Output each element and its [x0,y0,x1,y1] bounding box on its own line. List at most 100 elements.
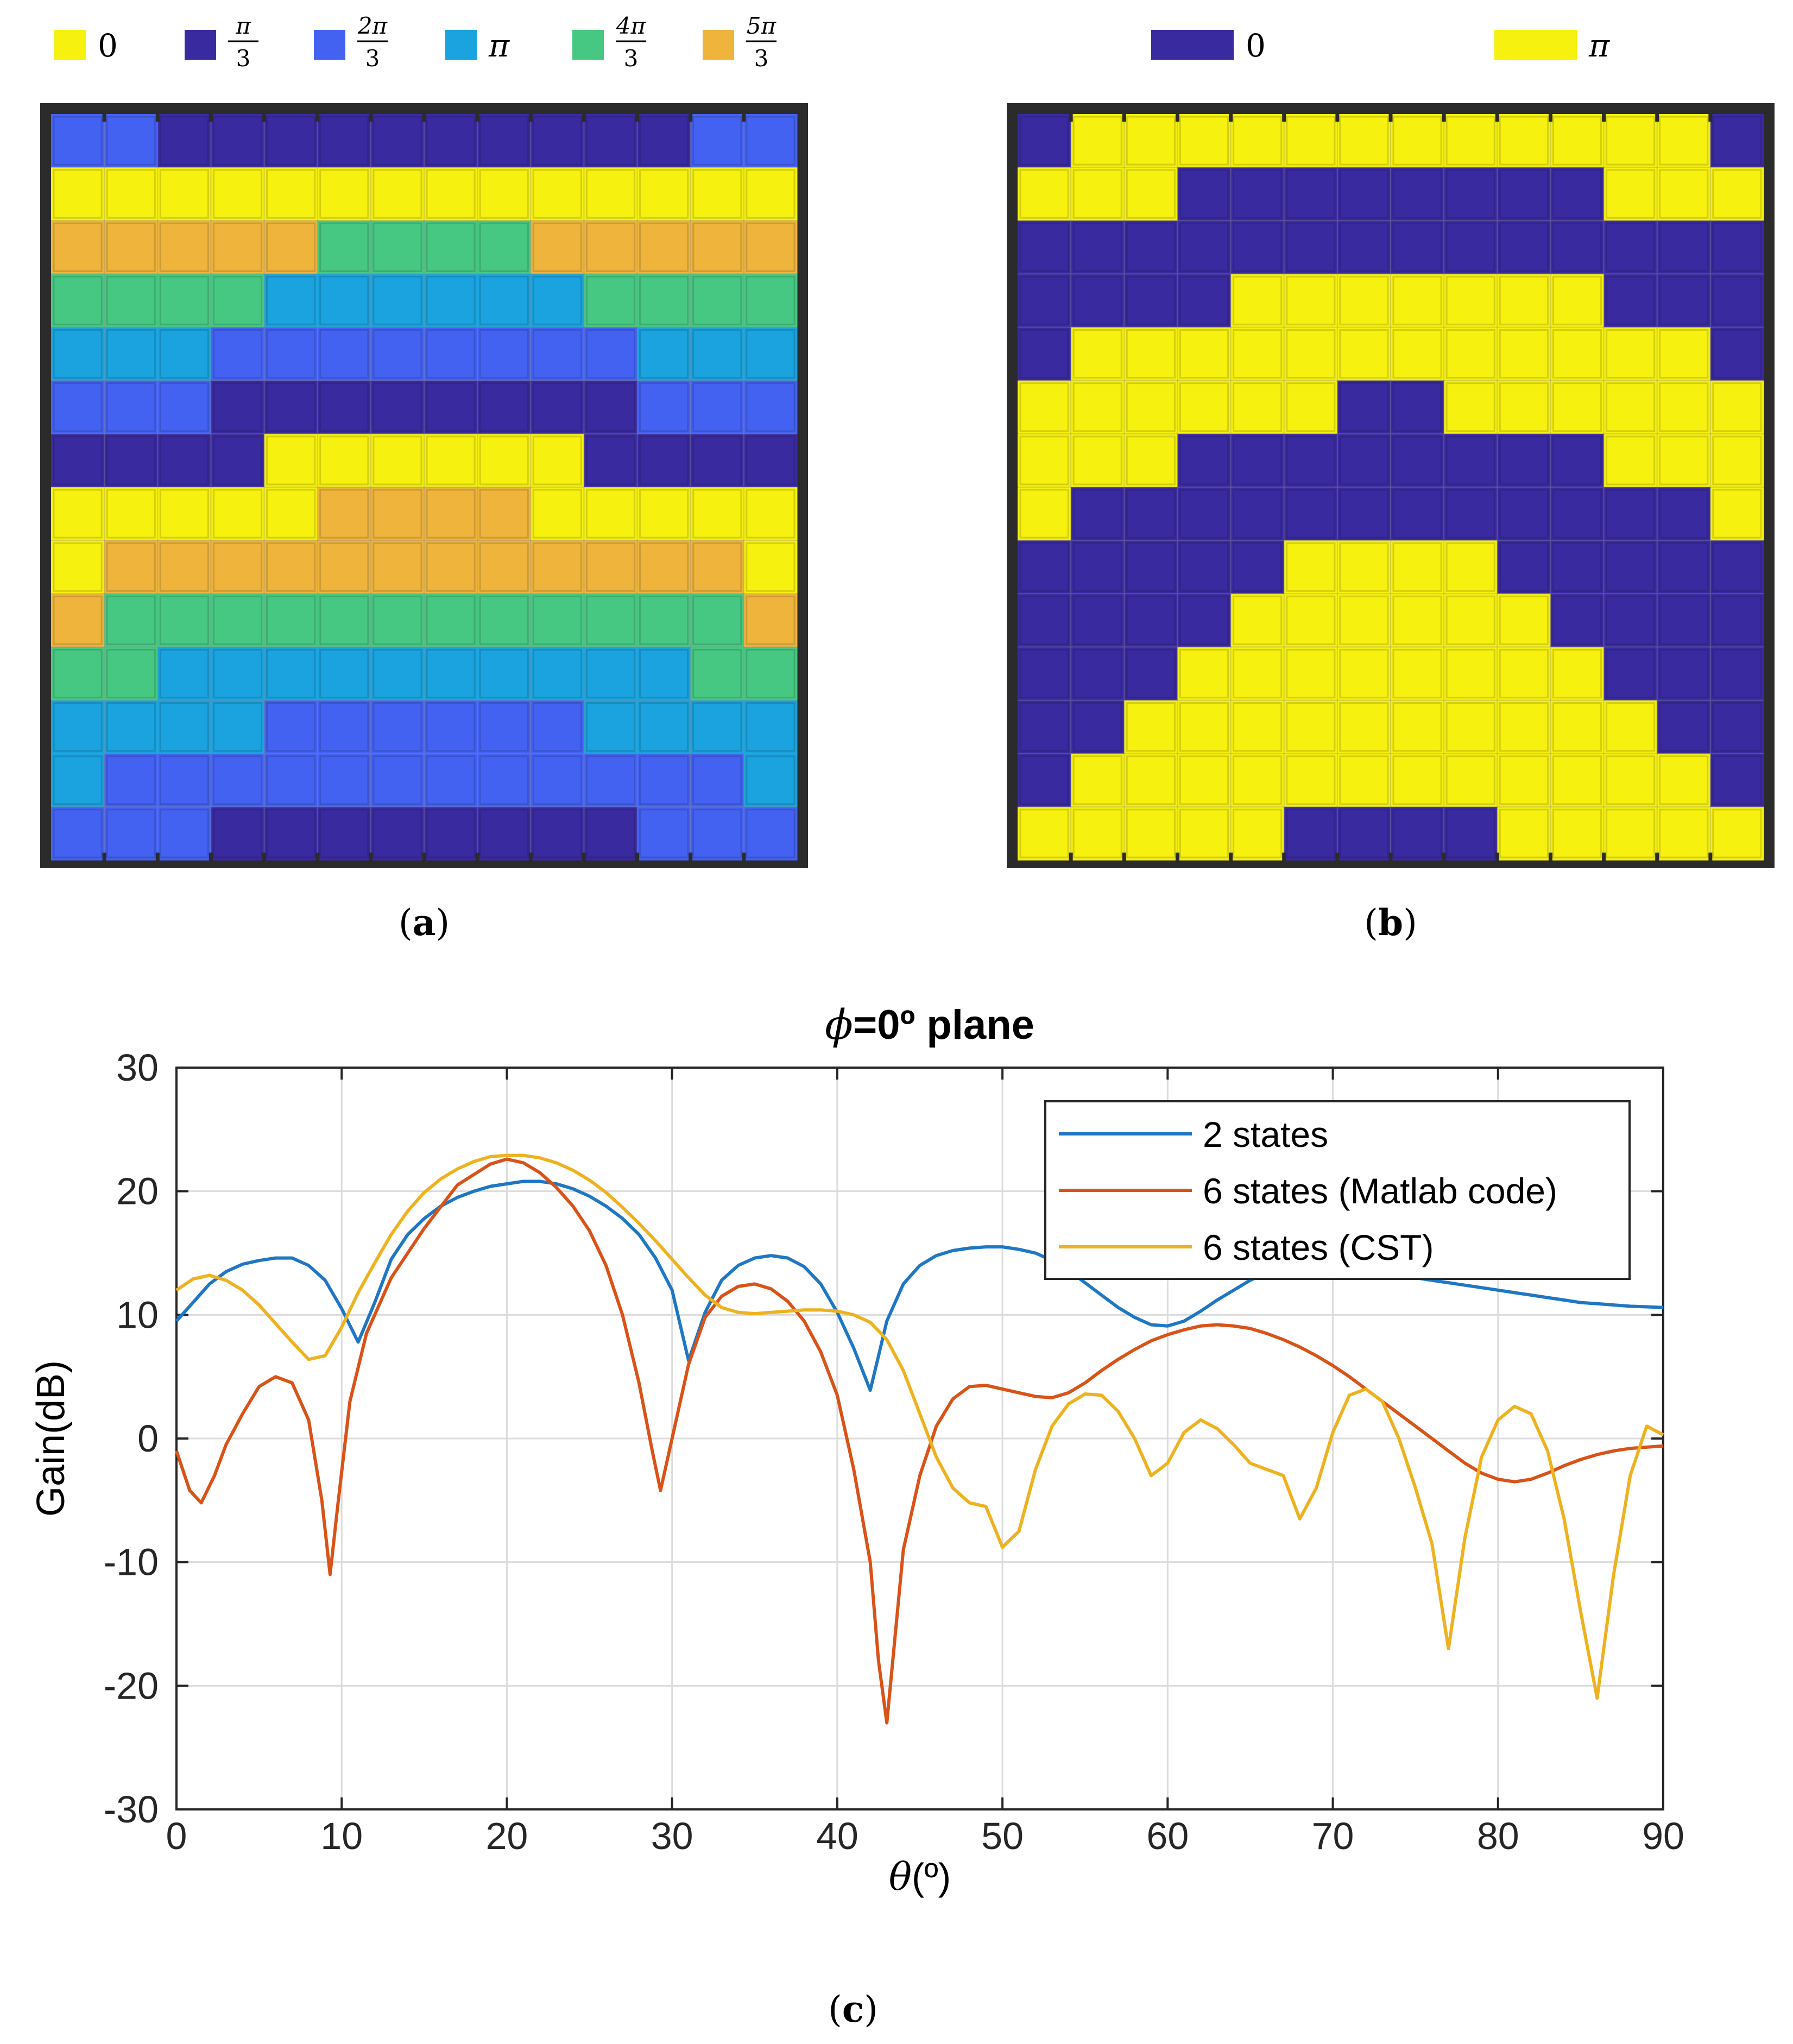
cell-r10-c7 [1391,647,1444,701]
cell-inner-r1-c2 [159,169,209,219]
cell-r9-c5 [317,594,371,647]
cell-inner-r4-c7 [1392,329,1442,379]
cell-r1-c10 [584,167,638,221]
cell-r3-c5 [1284,274,1338,328]
cell-r4-c6 [370,327,425,381]
cell-r2-c4 [1230,220,1285,274]
cell-r2-c0 [51,220,105,274]
cell-r0-c1 [1071,114,1125,168]
cell-inner-r13-c0 [53,809,103,859]
legend-swatch-3 [445,30,477,60]
cell-r9-c6 [1337,594,1391,647]
cell-inner-r5-c13 [1712,382,1762,432]
cell-r5-c10 [584,380,638,434]
cell-r6-c7 [424,433,478,488]
cell-r6-c5 [317,433,371,488]
cell-inner-r5-c11 [639,382,689,432]
cell-r11-c11 [637,700,691,754]
cell-r4-c11 [1603,327,1658,381]
cell-inner-r5-c3 [1179,382,1229,432]
cell-inner-r13-c3 [212,809,263,859]
cell-r5-c5 [317,380,371,434]
x-tick-label: 20 [486,1815,528,1857]
cell-inner-r13-c7 [1392,809,1442,859]
cell-r0-c5 [1284,114,1338,168]
cell-inner-r6-c2 [159,436,209,485]
cell-inner-r6-c7 [426,436,476,485]
cell-r13-c7 [1391,806,1444,861]
cell-inner-r4-c9 [532,329,582,379]
cell-inner-r2-c11 [639,222,689,272]
cell-inner-r7-c7 [426,489,476,539]
cell-r4-c3 [1177,327,1232,381]
cell-r5-c2 [157,380,211,434]
y-tick-label: -30 [104,1788,159,1831]
cell-r0-c2 [157,114,211,168]
cell-r11-c3 [211,700,265,754]
cell-inner-r4-c3 [212,329,263,379]
cell-inner-r8-c4 [1233,542,1283,592]
cell-r2-c11 [637,220,691,274]
cell-r5-c8 [1444,380,1498,434]
cell-inner-r8-c2 [159,542,209,592]
cell-inner-r9-c7 [1392,595,1442,645]
cell-r5-c11 [637,380,691,434]
cell-inner-r7-c1 [1072,489,1122,539]
cell-inner-r11-c8 [1445,702,1495,752]
cell-inner-r2-c3 [1179,222,1229,272]
cell-r3-c3 [211,274,265,328]
cell-r11-c13 [743,700,798,754]
cell-inner-r1-c0 [53,169,103,219]
cell-r6-c13 [1710,433,1764,488]
cell-inner-r8-c0 [53,542,103,592]
cell-inner-r12-c4 [1233,755,1283,805]
cell-r9-c7 [1391,594,1444,647]
cell-r3-c13 [1710,274,1764,328]
cell-r5-c1 [1071,380,1125,434]
cell-inner-r1-c10 [585,169,636,219]
cell-inner-r2-c6 [373,222,422,272]
cell-r1-c2 [157,167,211,221]
cell-r12-c7 [424,753,478,807]
cell-r7-c9 [1497,487,1551,541]
cell-inner-r8-c6 [373,542,422,592]
cell-inner-r8-c5 [319,542,369,592]
cell-inner-r11-c12 [692,702,742,752]
cell-r11-c10 [584,700,638,754]
cell-r13-c6 [1337,806,1391,861]
cell-inner-r13-c1 [1072,809,1122,859]
legend-num-2: 2π [357,12,388,39]
cell-inner-r5-c4 [266,382,316,432]
cell-r2-c9 [531,220,584,274]
cell-r8-c8 [1444,540,1498,594]
panel-b-letter: b [1378,901,1403,944]
cell-r8-c11 [637,540,691,594]
cell-inner-r13-c6 [373,809,422,859]
cell-inner-r6-c8 [479,436,529,485]
cell-inner-r5-c2 [159,382,209,432]
cell-inner-r8-c13 [746,542,796,592]
cell-inner-r10-c0 [1019,648,1069,699]
cell-r3-c9 [531,274,584,328]
y-tick-label: 20 [116,1170,159,1213]
cell-r11-c10 [1550,700,1605,754]
cell-inner-r6-c11 [1606,436,1656,485]
cell-inner-r4-c12 [1659,329,1709,379]
cell-r3-c9 [1497,274,1551,328]
cell-inner-r1-c9 [1499,169,1549,219]
cell-inner-r3-c1 [1072,275,1122,326]
cell-r11-c1 [1071,700,1125,754]
cell-r6-c1 [1071,433,1125,488]
cell-r13-c0 [51,806,105,861]
cell-inner-r8-c8 [1445,542,1495,592]
cell-inner-r10-c5 [1286,648,1336,699]
cell-r7-c3 [211,487,265,541]
cell-r0-c3 [211,114,265,168]
cell-inner-r12-c1 [106,755,156,805]
cell-r2-c13 [1710,220,1764,274]
cell-r6-c2 [1124,433,1178,488]
cell-inner-r10-c4 [266,648,316,699]
cell-r2-c8 [477,220,531,274]
cell-r12-c9 [531,753,584,807]
cell-r4-c8 [1444,327,1498,381]
